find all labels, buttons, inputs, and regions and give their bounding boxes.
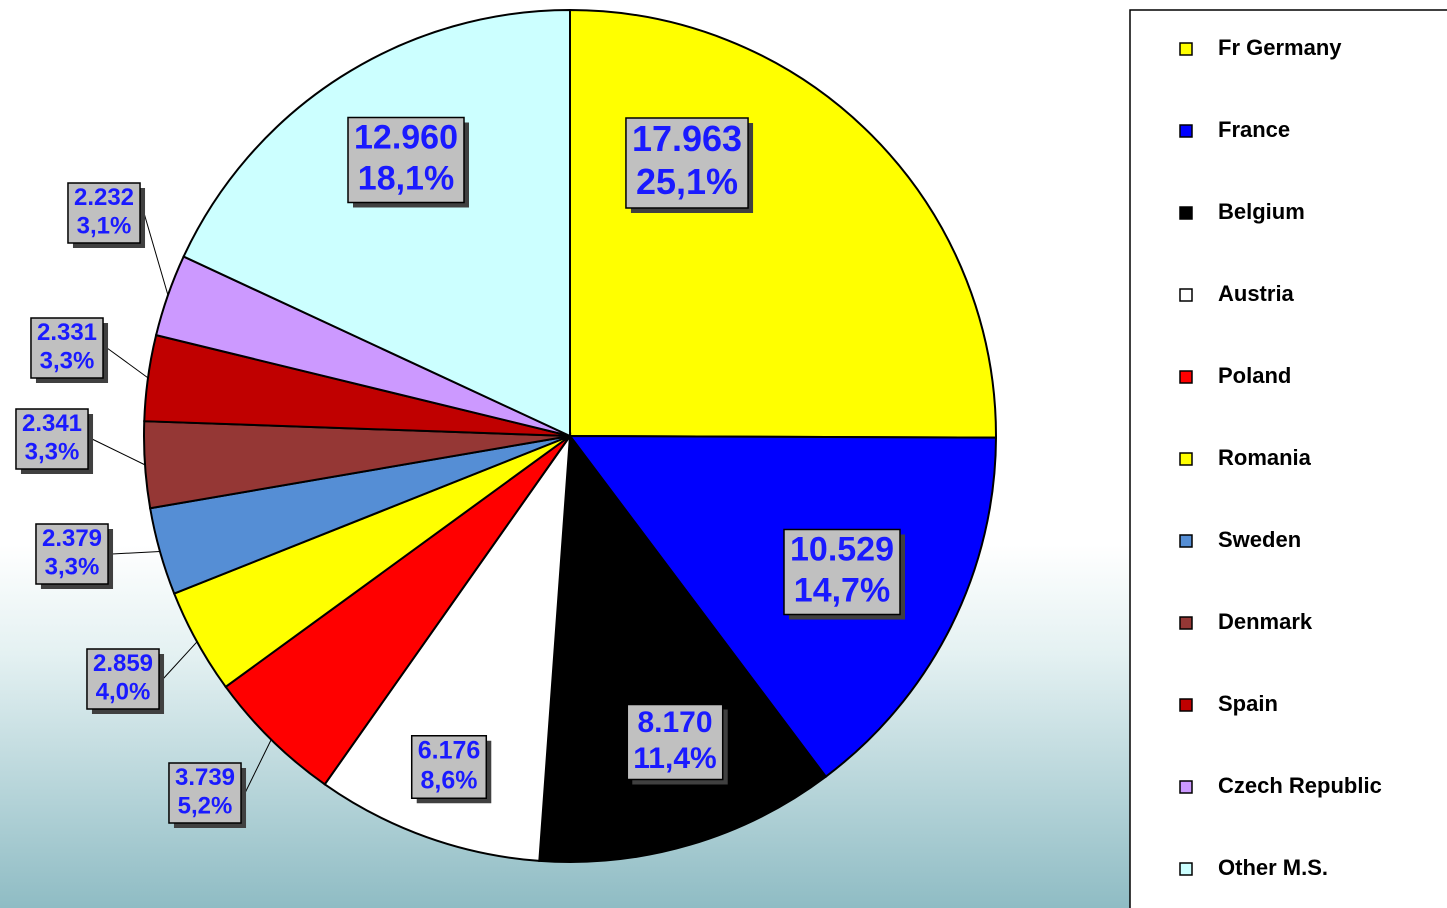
value-label: 3.739 bbox=[175, 764, 235, 791]
pie-slice bbox=[538, 433, 828, 863]
label-box bbox=[30, 317, 104, 379]
label-box bbox=[168, 762, 242, 824]
value-label: 2.331 bbox=[37, 319, 97, 346]
label-box bbox=[15, 408, 89, 470]
legend-swatch bbox=[1179, 206, 1193, 220]
legend-label: Other M.S. bbox=[1218, 855, 1328, 880]
pie-slice bbox=[182, 8, 571, 438]
percent-label: 14,7% bbox=[794, 571, 890, 609]
percent-label: 25,1% bbox=[636, 161, 738, 202]
legend-swatch bbox=[1179, 452, 1193, 466]
value-label: 2.232 bbox=[74, 184, 134, 211]
percent-label: 3,3% bbox=[45, 554, 100, 581]
label-box bbox=[35, 523, 109, 585]
pie-slice bbox=[567, 434, 998, 779]
value-label: 17.963 bbox=[632, 118, 742, 159]
percent-label: 3,3% bbox=[25, 439, 80, 466]
legend-swatch bbox=[1179, 616, 1193, 630]
percent-label: 3,3% bbox=[40, 348, 95, 375]
value-label: 12.960 bbox=[354, 119, 458, 157]
value-label: 8.170 bbox=[637, 706, 712, 739]
legend-swatch bbox=[1179, 288, 1193, 302]
legend-swatch bbox=[1179, 42, 1193, 56]
leader-line bbox=[162, 641, 198, 680]
legend-label: Denmark bbox=[1218, 609, 1313, 634]
leader-line bbox=[143, 212, 169, 296]
value-label: 6.176 bbox=[418, 737, 481, 765]
legend-label: Czech Republic bbox=[1218, 773, 1382, 798]
percent-label: 11,4% bbox=[633, 742, 716, 775]
value-label: 10.529 bbox=[790, 531, 894, 569]
percent-label: 5,2% bbox=[178, 793, 233, 820]
pie-slice bbox=[569, 8, 997, 439]
legend-swatch bbox=[1179, 534, 1193, 548]
legend-swatch bbox=[1179, 862, 1193, 876]
legend-label: Belgium bbox=[1218, 199, 1305, 224]
pie-slice bbox=[323, 432, 572, 862]
legend-swatch bbox=[1179, 780, 1193, 794]
legend-label: Fr Germany bbox=[1218, 35, 1342, 60]
value-label: 2.341 bbox=[22, 410, 82, 437]
legend-label: Poland bbox=[1218, 363, 1291, 388]
leader-line bbox=[91, 438, 146, 466]
leader-line bbox=[111, 551, 160, 555]
percent-label: 4,0% bbox=[96, 679, 151, 706]
legend-label: Austria bbox=[1218, 281, 1295, 306]
label-box bbox=[86, 648, 160, 710]
legend-label: Spain bbox=[1218, 691, 1278, 716]
value-label: 2.379 bbox=[42, 525, 102, 552]
label-box bbox=[67, 182, 141, 244]
legend-label: Sweden bbox=[1218, 527, 1301, 552]
pie-slice bbox=[224, 435, 571, 786]
percent-label: 3,1% bbox=[77, 213, 132, 240]
legend-label: France bbox=[1218, 117, 1290, 142]
label-box bbox=[626, 703, 724, 781]
legend-swatch bbox=[1179, 698, 1193, 712]
legend-swatch bbox=[1179, 124, 1193, 138]
label-box bbox=[783, 528, 901, 616]
leader-line bbox=[244, 739, 272, 794]
legend-label: Romania bbox=[1218, 445, 1312, 470]
legend-swatch bbox=[1179, 370, 1193, 384]
label-box bbox=[625, 117, 749, 209]
percent-label: 18,1% bbox=[358, 159, 454, 197]
label-box bbox=[410, 735, 488, 799]
leader-line bbox=[106, 347, 149, 379]
label-box bbox=[347, 116, 465, 204]
percent-label: 8,6% bbox=[421, 767, 478, 795]
value-label: 2.859 bbox=[93, 650, 153, 677]
